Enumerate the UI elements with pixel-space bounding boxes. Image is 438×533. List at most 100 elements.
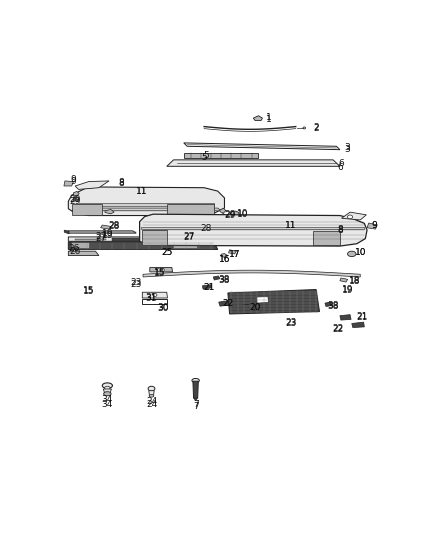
- Text: 21: 21: [204, 284, 215, 292]
- Polygon shape: [219, 301, 230, 306]
- Text: 10: 10: [237, 209, 249, 219]
- Polygon shape: [140, 231, 221, 233]
- Polygon shape: [325, 302, 332, 306]
- Ellipse shape: [347, 215, 353, 219]
- Polygon shape: [229, 250, 237, 254]
- Polygon shape: [150, 268, 173, 272]
- Text: 26: 26: [69, 244, 80, 253]
- Text: 19: 19: [342, 285, 353, 294]
- Text: 38: 38: [218, 276, 230, 285]
- Polygon shape: [75, 181, 109, 189]
- Polygon shape: [74, 197, 79, 201]
- Text: 11: 11: [285, 221, 297, 230]
- Ellipse shape: [192, 378, 199, 383]
- Polygon shape: [194, 398, 197, 401]
- Text: 18: 18: [350, 276, 361, 285]
- Polygon shape: [113, 238, 150, 241]
- Text: 1: 1: [266, 115, 272, 124]
- Text: 26: 26: [70, 247, 81, 256]
- Ellipse shape: [347, 251, 356, 256]
- Polygon shape: [142, 299, 167, 304]
- Polygon shape: [184, 143, 340, 150]
- Ellipse shape: [248, 303, 251, 305]
- Polygon shape: [167, 160, 340, 166]
- Polygon shape: [141, 230, 167, 245]
- Polygon shape: [123, 239, 153, 240]
- Text: 8: 8: [337, 226, 343, 235]
- Polygon shape: [149, 391, 154, 395]
- Text: 38: 38: [218, 275, 230, 284]
- Text: 31: 31: [146, 294, 157, 303]
- Polygon shape: [105, 209, 114, 214]
- Ellipse shape: [303, 127, 306, 129]
- Text: 29: 29: [70, 195, 81, 204]
- Ellipse shape: [158, 268, 164, 272]
- Text: 2: 2: [313, 125, 319, 133]
- Polygon shape: [220, 208, 226, 213]
- Text: 19: 19: [102, 229, 113, 238]
- Text: 7: 7: [193, 402, 198, 411]
- Text: 31: 31: [146, 293, 157, 302]
- Polygon shape: [367, 223, 377, 229]
- Polygon shape: [72, 243, 88, 248]
- Text: 16: 16: [219, 255, 230, 264]
- Text: 3: 3: [344, 145, 350, 154]
- Text: 34: 34: [102, 400, 113, 409]
- Polygon shape: [193, 381, 198, 398]
- Polygon shape: [68, 187, 224, 215]
- Text: 8: 8: [338, 225, 343, 234]
- Text: 24: 24: [146, 400, 157, 409]
- Text: 10: 10: [237, 211, 249, 220]
- Text: 6: 6: [339, 159, 344, 168]
- Text: 21: 21: [356, 312, 367, 321]
- Text: 27: 27: [95, 234, 106, 243]
- Text: 21: 21: [204, 282, 215, 292]
- Text: 24: 24: [146, 398, 157, 406]
- Text: 7: 7: [193, 400, 198, 409]
- Text: 30: 30: [157, 303, 169, 312]
- Text: 9: 9: [371, 221, 377, 230]
- Ellipse shape: [153, 294, 157, 296]
- Text: 17: 17: [229, 250, 240, 259]
- Polygon shape: [257, 296, 268, 303]
- Text: 25: 25: [161, 248, 173, 257]
- Text: 15: 15: [154, 269, 166, 277]
- Text: 27: 27: [183, 233, 194, 243]
- Polygon shape: [142, 292, 167, 298]
- Ellipse shape: [230, 211, 239, 216]
- Text: 20: 20: [249, 303, 261, 312]
- Text: 19: 19: [102, 231, 113, 240]
- Text: 5: 5: [201, 152, 207, 161]
- Polygon shape: [101, 225, 111, 229]
- Polygon shape: [340, 278, 348, 282]
- Text: 20: 20: [249, 303, 261, 312]
- Text: 19: 19: [342, 286, 353, 295]
- Text: 22: 22: [332, 325, 344, 334]
- Polygon shape: [64, 181, 74, 186]
- Text: 15: 15: [83, 287, 95, 296]
- Text: 3: 3: [344, 143, 350, 152]
- Text: 9: 9: [71, 177, 76, 186]
- Polygon shape: [313, 231, 340, 245]
- Text: 30: 30: [158, 304, 169, 313]
- Text: 29: 29: [224, 211, 235, 220]
- Ellipse shape: [104, 392, 111, 396]
- Polygon shape: [184, 153, 258, 158]
- Text: 10: 10: [354, 248, 366, 257]
- Polygon shape: [340, 314, 351, 320]
- Text: 17: 17: [229, 251, 240, 260]
- Ellipse shape: [102, 383, 113, 389]
- Text: 8: 8: [118, 179, 124, 188]
- Polygon shape: [68, 242, 218, 249]
- Text: 23: 23: [131, 278, 142, 287]
- Text: 23: 23: [131, 280, 142, 288]
- Text: 29: 29: [70, 197, 81, 206]
- Polygon shape: [72, 204, 102, 215]
- Polygon shape: [220, 214, 226, 218]
- Polygon shape: [68, 237, 218, 241]
- Text: 11: 11: [135, 187, 147, 196]
- Polygon shape: [140, 214, 367, 246]
- Text: 28: 28: [109, 221, 120, 230]
- Text: 28: 28: [109, 222, 120, 231]
- Polygon shape: [228, 289, 320, 314]
